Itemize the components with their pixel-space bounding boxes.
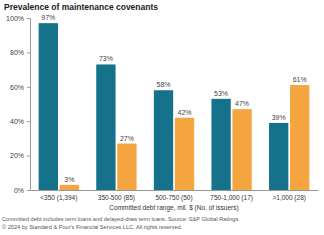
title: Prevalence of maintenance covenants: [4, 2, 158, 12]
y-tick: 80%: [10, 49, 30, 56]
y-axis: 0% 20% 40% 60% 80% 100%: [6, 15, 30, 194]
y-tick-mark: [27, 190, 30, 191]
x-tick: 750-1,000 (17): [210, 190, 253, 202]
y-tick-mark: [27, 156, 30, 157]
x-tick: >1,000 (28): [272, 190, 305, 202]
chart: Prevalence of maintenance covenants 0% 20%…: [0, 0, 324, 235]
data-label: 42%: [177, 109, 191, 116]
bars: [39, 23, 310, 190]
y-tick-label: 20%: [10, 152, 24, 159]
y-tick-label: 40%: [10, 118, 24, 125]
data-label: 97%: [41, 14, 55, 21]
bar: [211, 99, 230, 190]
y-tick-mark: [27, 18, 30, 19]
x-axis-line: [31, 190, 319, 191]
y-tick-mark: [27, 121, 30, 122]
y-tick: 40%: [10, 118, 30, 125]
data-label: 53%: [214, 90, 228, 97]
x-axis-title: Committed debt range, mil. $ (No. of iss…: [109, 204, 238, 212]
bar: [60, 185, 79, 190]
x-axis: <350 (1,394) 350-500 (85) 500-750 (50) 750-…: [31, 190, 319, 202]
footnote: © 2024 by Standard & Poor's Financial Se…: [2, 224, 183, 230]
x-tick-label: 750-1,000 (17): [210, 194, 253, 202]
x-tick-label: <350 (1,394): [40, 194, 77, 202]
bar: [269, 123, 288, 190]
y-axis-line: [27, 19, 31, 191]
x-tick-label: >1,000 (28): [272, 194, 305, 202]
y-tick: 100%: [6, 15, 30, 22]
data-label: 73%: [99, 55, 113, 62]
y-tick-mark: [27, 52, 30, 53]
x-tick: 500-750 (50): [155, 190, 192, 202]
plot: 0% 20% 40% 60% 80% 100% <350 (1,394) 350-500 (8…: [6, 14, 318, 201]
data-label: 47%: [235, 100, 249, 107]
data-labels: 97% 73% 58% 53% 39% 3% 27% 42% 47% 61%: [41, 14, 306, 183]
bar: [39, 23, 58, 190]
data-label: 58%: [156, 81, 170, 88]
x-tick: <350 (1,394): [40, 190, 77, 202]
bar: [175, 118, 194, 190]
x-tick: 350-500 (85): [98, 190, 135, 202]
data-label: 27%: [120, 135, 134, 142]
y-tick-label: 0%: [14, 187, 24, 194]
y-tick: 60%: [10, 84, 30, 91]
bar: [117, 144, 136, 190]
y-tick-label: 80%: [10, 49, 24, 56]
footnote: Committed debt includes term loans and d…: [2, 216, 240, 222]
y-tick: 0%: [14, 187, 30, 194]
bar: [96, 64, 115, 190]
y-tick: 20%: [10, 152, 30, 159]
bar: [154, 90, 173, 190]
x-tick-label: 350-500 (85): [98, 194, 135, 202]
data-label: 3%: [64, 176, 74, 183]
y-tick-label: 100%: [6, 15, 24, 22]
data-label: 61%: [293, 76, 307, 83]
y-tick-mark: [27, 87, 30, 88]
x-tick-label: 500-750 (50): [155, 194, 192, 202]
bar: [232, 109, 251, 190]
data-label: 39%: [272, 114, 286, 121]
bar: [290, 85, 309, 190]
y-tick-label: 60%: [10, 84, 24, 91]
